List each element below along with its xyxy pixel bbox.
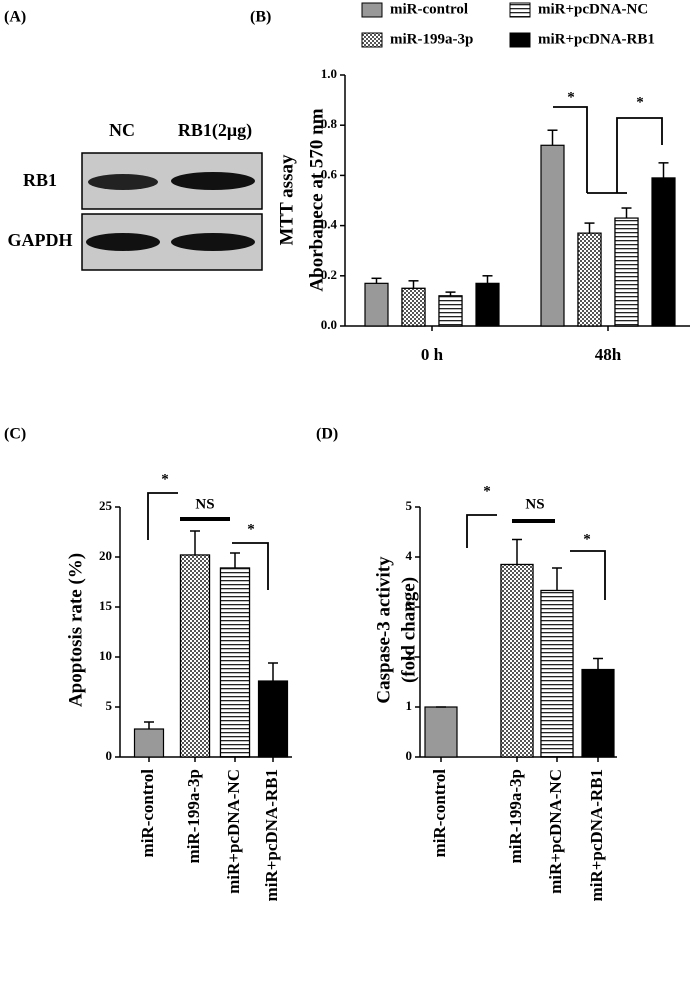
- bar-hatch: [500, 563, 534, 758]
- x-tick-label: 48h: [595, 345, 622, 364]
- annotation: NS: [195, 496, 214, 512]
- y-tick-label: 3: [406, 598, 413, 613]
- band: [171, 233, 255, 251]
- bar: [364, 282, 389, 327]
- annotation: *: [636, 94, 644, 110]
- bar: [540, 144, 565, 327]
- bar-hatch: [401, 287, 426, 327]
- y-tick-label: 4: [406, 548, 413, 563]
- bar: [133, 728, 165, 758]
- y-tick-label: 0.0: [321, 317, 337, 332]
- x-tick-label: miR-control: [138, 769, 157, 858]
- bar-hatch: [438, 295, 463, 327]
- annotation: *: [483, 483, 491, 499]
- bar-hatch: [614, 217, 639, 327]
- bar: [257, 680, 289, 758]
- y-tick-label: 1.0: [321, 66, 337, 81]
- legend-label: miR+pcDNA-NC: [538, 1, 648, 17]
- bar: [475, 282, 500, 327]
- bar: [651, 177, 676, 327]
- y-axis-label: (fold change): [398, 577, 419, 683]
- y-tick-label: 0: [106, 748, 113, 763]
- band: [171, 172, 255, 190]
- bracket: [616, 117, 663, 193]
- panel-label: (B): [250, 9, 271, 26]
- legend-label: miR-199a-3p: [390, 31, 473, 47]
- y-tick-label: 25: [99, 498, 113, 513]
- x-tick-label: miR+pcDNA-NC: [224, 769, 243, 894]
- x-tick-label: miR-control: [430, 769, 449, 858]
- panel-label: (D): [316, 426, 338, 443]
- y-tick-label: 0.6: [321, 166, 338, 181]
- y-tick-label: 20: [99, 548, 112, 563]
- legend-hatch: [509, 2, 531, 18]
- panel-label: (C): [4, 426, 26, 443]
- bar: [581, 668, 615, 758]
- row-label: RB1: [23, 170, 57, 190]
- legend-swatch: [509, 32, 531, 48]
- y-tick-label: 5: [106, 698, 113, 713]
- bar-hatch: [577, 232, 602, 327]
- legend-label: miR+pcDNA-RB1: [538, 31, 655, 47]
- y-axis-label: Aborbanece at 570 nm: [306, 108, 327, 291]
- bar-hatch: [219, 567, 251, 758]
- y-tick-label: 0.2: [321, 267, 337, 282]
- y-tick-label: 1: [406, 698, 413, 713]
- annotation: *: [247, 521, 255, 537]
- bracket: [570, 550, 606, 600]
- blot-panel: (A) NC RB1(2μg) RB1 GAPDH: [4, 9, 263, 271]
- bar-hatch: [179, 554, 211, 758]
- annotation: NS: [525, 496, 544, 512]
- y-tick-label: 15: [99, 598, 113, 613]
- x-tick-label: miR+pcDNA-RB1: [587, 769, 606, 901]
- x-tick-label: miR-199a-3p: [506, 769, 525, 863]
- y-axis-label: Caspase-3 activity: [373, 556, 394, 704]
- annotation: *: [161, 471, 169, 487]
- annotation: *: [583, 531, 591, 547]
- row-label: GAPDH: [8, 230, 73, 250]
- y-tick-label: 2: [406, 648, 413, 663]
- y-tick-label: 0.8: [321, 116, 338, 131]
- y-tick-label: 10: [99, 648, 112, 663]
- bar: [424, 706, 458, 758]
- lane-label: NC: [109, 120, 135, 140]
- lane-label: RB1(2μg): [178, 120, 252, 141]
- bar-hatch: [540, 589, 574, 758]
- legend-hatch: [361, 32, 383, 48]
- y-tick-label: 0.4: [321, 217, 338, 232]
- band: [86, 233, 160, 251]
- y-axis-label: Apoptosis rate (%): [65, 553, 86, 707]
- bracket: [232, 542, 269, 590]
- y-tick-label: 0: [406, 748, 413, 763]
- bracket: [553, 106, 588, 193]
- x-tick-label: miR+pcDNA-RB1: [262, 769, 281, 901]
- x-tick-label: 0 h: [421, 345, 444, 364]
- x-tick-label: miR+pcDNA-NC: [546, 769, 565, 894]
- x-tick-label: miR-199a-3p: [184, 769, 203, 863]
- y-tick-label: 5: [406, 498, 413, 513]
- bracket: [466, 514, 497, 548]
- annotation: *: [567, 89, 575, 105]
- band: [88, 174, 158, 190]
- bracket: [147, 492, 178, 540]
- panel-label: (A): [4, 9, 26, 26]
- legend-swatch: [361, 2, 383, 18]
- legend-label: miR-control: [390, 1, 468, 17]
- y-axis-label: MTT assay: [276, 154, 297, 245]
